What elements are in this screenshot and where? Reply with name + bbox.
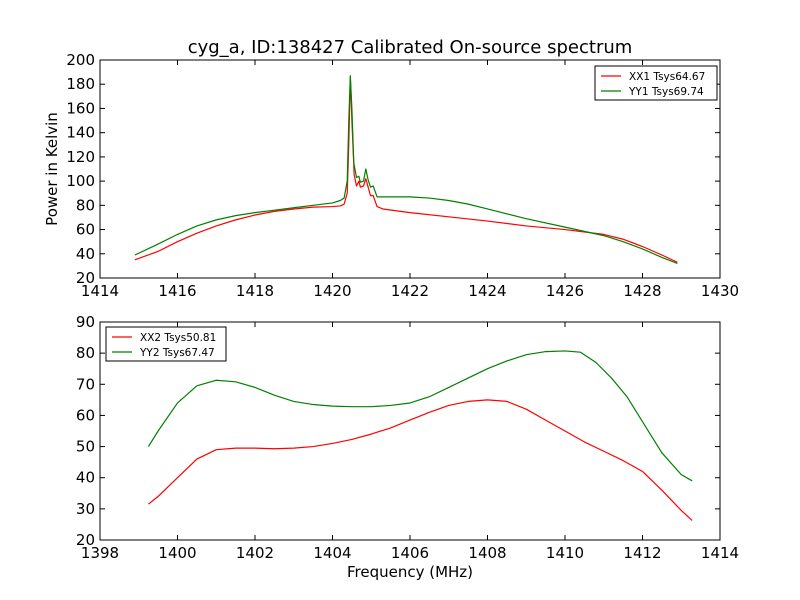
y-tick-label: 120 [66,148,95,166]
x-tick-label: 1430 [701,282,739,300]
legend-entry: XX2 Tsys50.81 [140,332,216,344]
x-tick-label: 1412 [623,544,661,562]
legend-entry: YY1 Tsys69.74 [628,86,704,98]
y-tick-label: 100 [66,172,95,190]
y-tick-label: 90 [76,313,95,331]
y-tick-label: 80 [76,344,95,362]
x-tick-label: 1402 [236,544,274,562]
y-tick-label: 20 [76,269,95,287]
legend: XX2 Tsys50.81 YY2 Tsys67.47 [105,326,227,362]
x-tick-label: 1422 [391,282,429,300]
y-tick-label: 140 [66,124,95,142]
x-tick-label: 1408 [468,544,506,562]
x-tick-label: 1404 [313,544,351,562]
legend-entry: XX1 Tsys64.67 [629,71,705,83]
y-tick-label: 60 [76,406,95,424]
y-tick-label: 80 [76,196,95,214]
x-tick-label: 1416 [158,282,196,300]
x-axis-label: Frequency (MHz) [347,563,473,581]
top-panel: 1414 1416 1418 1420 1422 1424 1426 1428 1430 20 40… [43,51,739,300]
y-tick-label: 30 [76,500,95,518]
x-tick-label: 1410 [546,544,584,562]
x-tick-label: 1406 [391,544,429,562]
legend-entry: YY2 Tsys67.47 [139,347,215,359]
y-tick-label: 70 [76,375,95,393]
y-tick-label: 50 [76,438,95,456]
y-tick-label: 60 [76,221,95,239]
series-line-2 [134,75,678,265]
x-tick-label: 1398 [81,544,119,562]
y-tick-label: 20 [76,531,95,549]
x-tick-label: 1428 [623,282,661,300]
x-tick-label: 1414 [701,544,739,562]
x-tick-label: 1420 [313,282,351,300]
series-line-1 [148,399,693,521]
y-tick-label: 40 [76,245,95,263]
x-tick-label: 1418 [236,282,274,300]
series-line-2 [147,350,693,482]
y-tick-label: 200 [66,51,95,69]
y-tick-label: 40 [76,469,95,487]
series-line-1 [134,76,678,263]
x-tick-label: 1400 [158,544,196,562]
y-axis-label: Power in Kelvin [43,112,61,226]
legend: XX1 Tsys64.67 YY1 Tsys69.74 [594,65,718,101]
bottom-panel: 1398 1400 1402 1404 1406 1408 1410 1412 1414 20 30… [76,313,739,581]
x-tick-label: 1426 [546,282,584,300]
y-tick-label: 160 [66,99,95,117]
x-tick-label: 1414 [81,282,119,300]
x-tick-label: 1424 [468,282,506,300]
chart-title: cyg_a, ID:138427 Calibrated On-source sp… [188,37,633,58]
y-tick-label: 180 [66,75,95,93]
